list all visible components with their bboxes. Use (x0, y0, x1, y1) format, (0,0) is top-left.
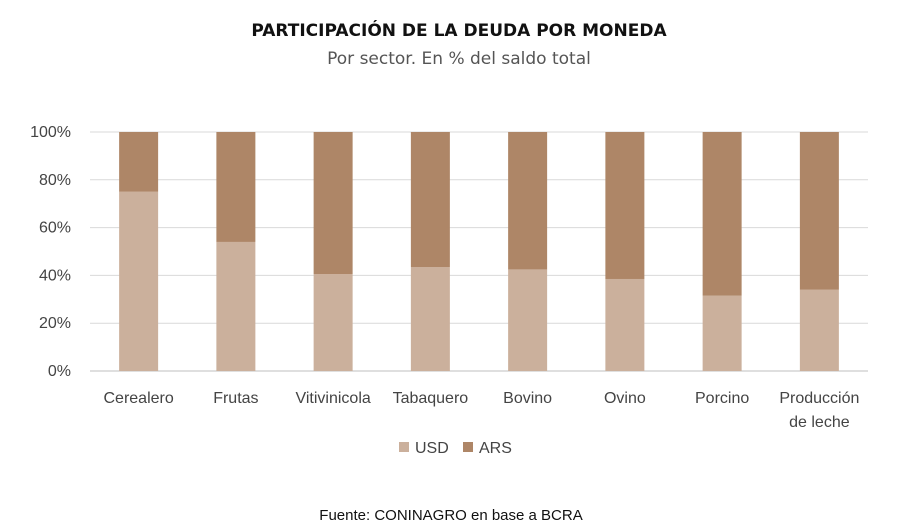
legend-label-ars: ARS (479, 440, 512, 457)
x-category-label: Frutas (213, 390, 258, 407)
y-tick-label: 0% (48, 363, 71, 380)
bar-ars-segment (313, 132, 353, 275)
bar-ars-segment (410, 132, 450, 268)
bar-ars-segment (119, 132, 159, 192)
chart-subtitle: Por sector. En % del saldo total (327, 49, 591, 69)
bar-ars-segment (508, 132, 548, 270)
bar-usd-segment (410, 267, 450, 371)
y-tick-label: 60% (39, 220, 71, 237)
x-category-label: Cerealero (103, 390, 173, 407)
source-note: Fuente: CONINAGRO en base a BCRA (319, 507, 582, 524)
bar-usd-segment (508, 269, 548, 371)
legend-label-usd: USD (415, 440, 449, 457)
y-tick-label: 80% (39, 172, 71, 189)
x-category-label: Bovino (503, 390, 552, 407)
x-category-label: Ovino (604, 390, 646, 407)
bars (119, 132, 839, 371)
legend-swatch-ars (463, 442, 473, 452)
gridlines (90, 131, 868, 372)
bar-usd-segment (119, 191, 159, 371)
chart-title: PARTICIPACIÓN DE LA DEUDA POR MONEDA (251, 19, 667, 41)
y-tick-label: 20% (39, 315, 71, 332)
y-tick-label: 40% (39, 267, 71, 284)
x-category-label: Porcino (695, 390, 749, 407)
bar-usd-segment (799, 289, 839, 371)
y-tick-label: 100% (30, 124, 71, 141)
x-axis-categories: Cerealero Frutas Vitivinicola Tabaquero Bovi… (103, 390, 859, 431)
bar-ars-segment (702, 132, 742, 296)
x-category-label: Tabaquero (393, 390, 469, 407)
bar-usd-segment (605, 278, 645, 371)
bar-ars-segment (799, 132, 839, 290)
x-category-label: de leche (789, 414, 850, 431)
bar-usd-segment (702, 295, 742, 371)
bar-ars-segment (216, 132, 256, 242)
x-category-label: Vitivinicola (295, 390, 370, 407)
legend: USD ARS (399, 440, 512, 457)
bar-ars-segment (605, 132, 645, 279)
bar-usd-segment (313, 274, 353, 371)
x-category-label: Producción (779, 390, 859, 407)
bar-usd-segment (216, 241, 256, 371)
y-axis-ticks: 0% 20% 40% 60% 80% 100% (30, 124, 71, 380)
legend-swatch-usd (399, 442, 409, 452)
